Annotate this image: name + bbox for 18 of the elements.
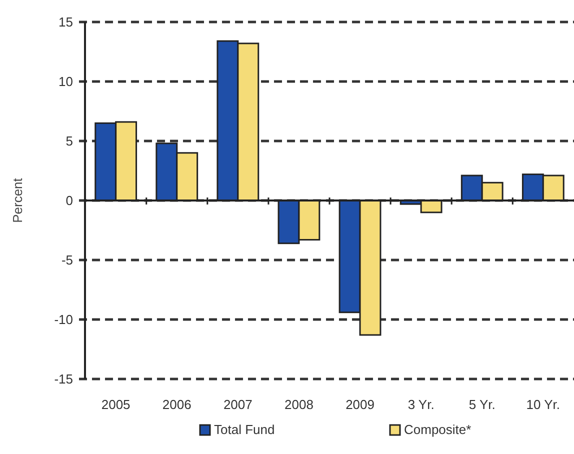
y-tick-label: -5 [61,252,73,268]
y-tick-label: -15 [54,372,73,387]
x-tick-label: 2008 [284,397,314,412]
y-tick-label: 0 [66,193,73,208]
y-tick-label: 15 [58,14,73,30]
x-tick-label: 2006 [162,397,192,412]
x-tick-label: 2009 [346,397,374,412]
x-tick-label: 10 Yr. [526,397,560,412]
y-tick-label: 5 [66,134,73,149]
legend-label: Total Fund [214,422,275,437]
x-tick-label: 3 Yr. [408,397,434,412]
y-tick-label: 10 [58,74,73,90]
legend-label: Composite* [404,422,472,437]
x-tick-label: 5 Yr. [468,397,496,412]
x-tick-label: 2005 [101,397,130,412]
y-axis-title: Percent [10,178,25,223]
y-tick-label: -10 [54,312,73,328]
x-tick-label: 2007 [223,397,252,412]
